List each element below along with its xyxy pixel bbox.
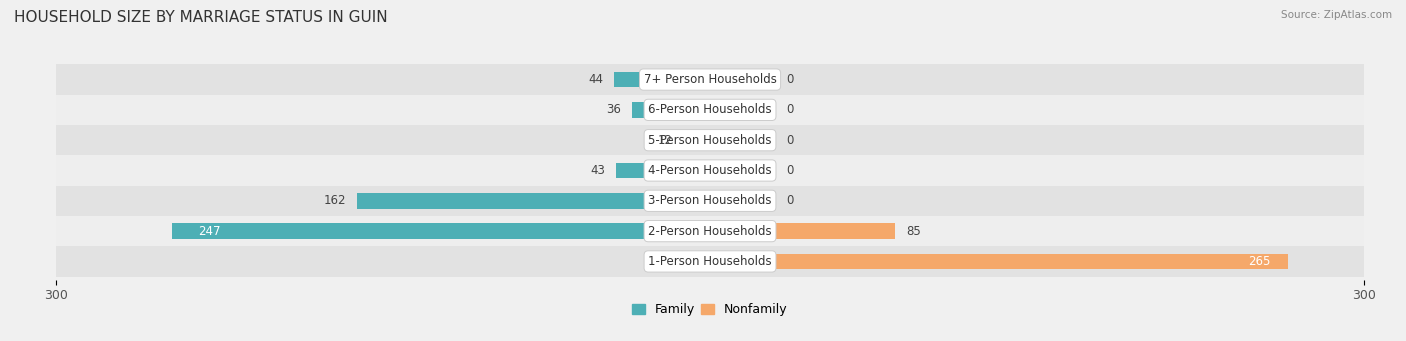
Bar (357, 193, 710, 209)
Bar (56, 216, 1364, 246)
Text: 0: 0 (786, 194, 793, 207)
Text: 4-Person Households: 4-Person Households (648, 164, 772, 177)
Text: HOUSEHOLD SIZE BY MARRIAGE STATUS IN GUIN: HOUSEHOLD SIZE BY MARRIAGE STATUS IN GUI… (14, 10, 388, 25)
Bar (710, 132, 776, 148)
Text: 5-Person Households: 5-Person Households (648, 134, 772, 147)
Text: 36: 36 (606, 103, 620, 116)
Text: 6-Person Households: 6-Person Households (648, 103, 772, 116)
Bar (631, 102, 710, 118)
Bar (56, 95, 1364, 125)
Text: 0: 0 (786, 164, 793, 177)
Text: 7+ Person Households: 7+ Person Households (644, 73, 776, 86)
Text: 43: 43 (591, 164, 606, 177)
Text: 265: 265 (1247, 255, 1270, 268)
Text: 247: 247 (198, 225, 221, 238)
Bar (172, 223, 710, 239)
Text: 162: 162 (323, 194, 346, 207)
Bar (56, 155, 1364, 186)
Bar (56, 125, 1364, 155)
Bar (56, 186, 1364, 216)
Bar (710, 102, 776, 118)
Bar (710, 254, 1288, 269)
Bar (56, 64, 1364, 95)
Bar (683, 132, 710, 148)
Text: 1-Person Households: 1-Person Households (648, 255, 772, 268)
Text: 0: 0 (786, 134, 793, 147)
Bar (710, 72, 776, 87)
Text: 0: 0 (786, 103, 793, 116)
Text: Source: ZipAtlas.com: Source: ZipAtlas.com (1281, 10, 1392, 20)
Text: 44: 44 (588, 73, 603, 86)
Legend: Family, Nonfamily: Family, Nonfamily (627, 298, 793, 321)
Text: 85: 85 (905, 225, 921, 238)
Bar (710, 163, 776, 178)
Text: 2-Person Households: 2-Person Households (648, 225, 772, 238)
Text: 12: 12 (658, 134, 673, 147)
Text: 0: 0 (786, 73, 793, 86)
Bar (710, 193, 776, 209)
Bar (56, 246, 1364, 277)
Text: 3-Person Households: 3-Person Households (648, 194, 772, 207)
Bar (614, 72, 710, 87)
Bar (710, 223, 896, 239)
Bar (616, 163, 710, 178)
